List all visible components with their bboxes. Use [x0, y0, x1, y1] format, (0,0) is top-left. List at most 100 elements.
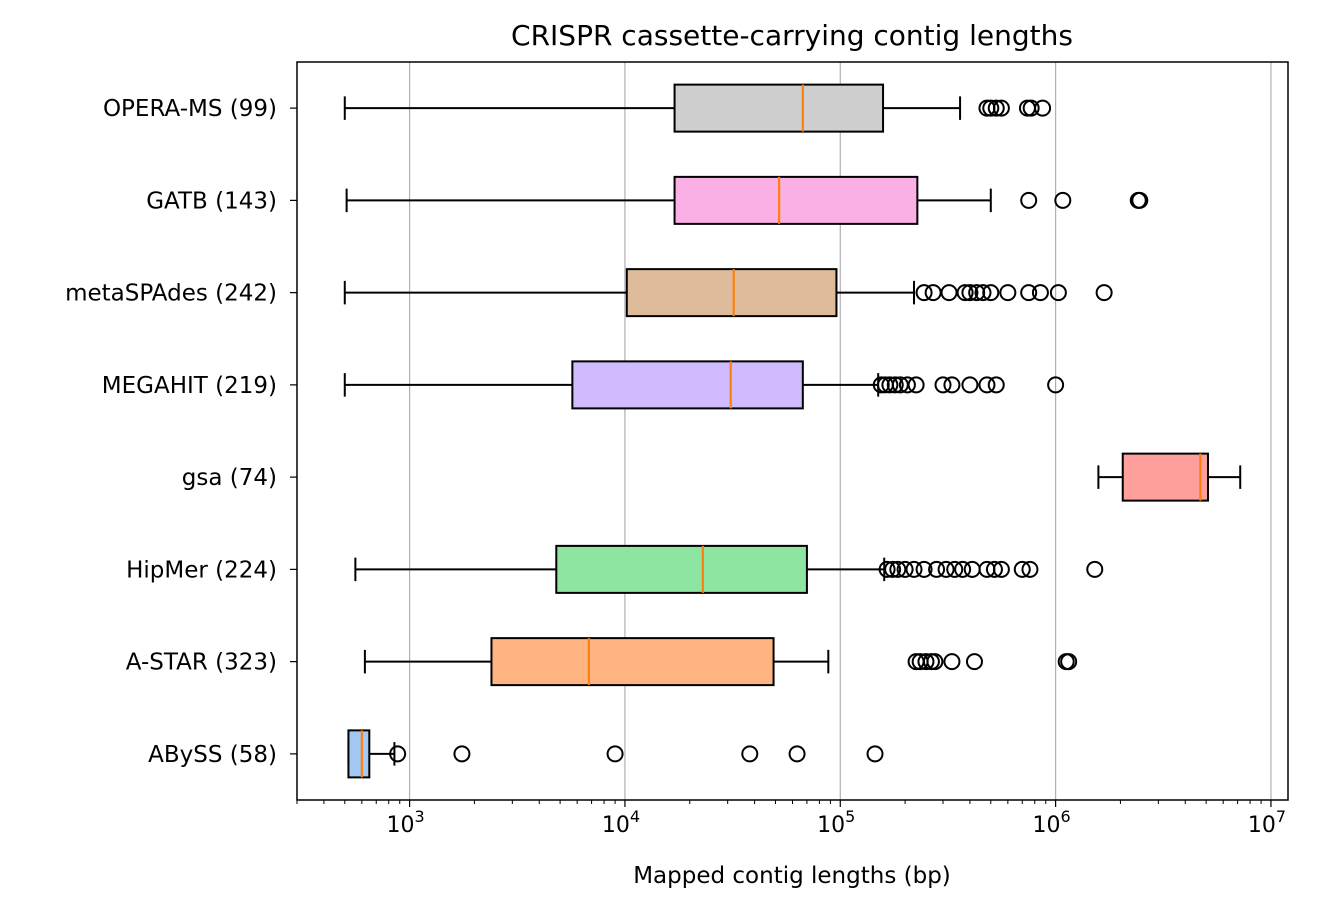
outlier-point: [1054, 191, 1072, 209]
chart-title: CRISPR cassette-carrying contig lengths: [511, 19, 1073, 52]
box-group: [343, 83, 1052, 133]
y-tick-label: MEGAHIT (219): [102, 373, 277, 399]
outlier-point: [884, 560, 902, 578]
x-tick-base: 10: [387, 813, 415, 838]
outlier-point: [992, 560, 1010, 578]
outlier-point: [928, 560, 946, 578]
y-tick-label: GATB (143): [146, 188, 277, 214]
outlier-point: [907, 376, 925, 394]
outlier-point: [872, 376, 890, 394]
outlier-point: [1020, 191, 1038, 209]
box: [490, 637, 775, 687]
y-tick-label: HipMer (224): [126, 557, 277, 583]
outlier-point: [987, 376, 1005, 394]
outlier-point: [1034, 99, 1052, 117]
outlier-point: [1086, 560, 1104, 578]
outlier-point: [1047, 376, 1065, 394]
y-tick-label: A-STAR (323): [126, 650, 277, 676]
outlier-point: [1049, 284, 1067, 302]
x-tick-base: 10: [1033, 813, 1061, 838]
x-tick-exponent: 4: [630, 807, 640, 826]
box-group: [354, 544, 1104, 594]
box-series: [343, 83, 1242, 779]
box: [1121, 452, 1209, 502]
outlier-point: [905, 560, 923, 578]
outlier-point: [1060, 653, 1078, 671]
outlier-point: [934, 376, 952, 394]
x-tick-exponent: 3: [415, 807, 425, 826]
outlier-point: [1020, 284, 1038, 302]
box-group: [345, 175, 1149, 225]
outlier-point: [999, 284, 1017, 302]
outlier-point: [943, 376, 961, 394]
outlier-point: [889, 560, 907, 578]
outlier-point: [917, 653, 935, 671]
y-tick-label: OPERA-MS (99): [103, 96, 277, 122]
outlier-point: [982, 99, 1000, 117]
outlier-point: [896, 560, 914, 578]
outlier-point: [987, 99, 1005, 117]
x-tick-label: 105: [817, 807, 855, 838]
x-tick-label: 106: [1033, 807, 1071, 838]
outlier-point: [1022, 99, 1040, 117]
box-group: [343, 268, 1113, 318]
outlier-point: [940, 284, 958, 302]
outlier-point: [926, 653, 944, 671]
x-tick-label: 107: [1248, 807, 1286, 838]
x-tick-base: 10: [817, 813, 845, 838]
x-tick-base: 10: [1248, 813, 1276, 838]
outlier-point: [1095, 284, 1113, 302]
outlier-point: [389, 745, 407, 763]
outlier-point: [788, 745, 806, 763]
box: [673, 175, 919, 225]
outlier-point: [943, 653, 961, 671]
outlier-point: [954, 560, 972, 578]
outlier-point: [982, 284, 1000, 302]
outlier-point: [915, 560, 933, 578]
outlier-point: [881, 376, 899, 394]
outlier-point: [946, 560, 964, 578]
outlier-point: [961, 284, 979, 302]
box-group: [1097, 452, 1242, 502]
outlier-point: [898, 376, 916, 394]
y-tick-label: gsa (74): [182, 465, 277, 491]
outlier-point: [956, 284, 974, 302]
y-tick-label: ABySS (58): [148, 742, 277, 768]
outlier-point: [1013, 560, 1031, 578]
outlier-point: [978, 376, 996, 394]
x-axis-ticks: 103 104 105 106 107: [296, 800, 1286, 838]
outlier-point: [974, 284, 992, 302]
x-tick-label: 104: [602, 807, 640, 838]
outlier-point: [965, 653, 983, 671]
box-group: [347, 729, 884, 779]
outlier-point: [992, 99, 1010, 117]
box: [347, 729, 371, 779]
x-tick-exponent: 7: [1276, 807, 1286, 826]
y-tick-label: metaSPAdes (242): [65, 281, 277, 307]
outlier-point: [985, 560, 1003, 578]
x-tick-exponent: 6: [1061, 807, 1071, 826]
outlier-point: [878, 560, 896, 578]
outlier-point: [961, 376, 979, 394]
box: [625, 268, 838, 318]
outlier-point: [915, 284, 933, 302]
box-group: [363, 637, 1078, 687]
outlier-point: [937, 560, 955, 578]
outlier-point: [866, 745, 884, 763]
outlier-point: [1021, 560, 1039, 578]
y-axis-ticks: ABySS (58) A-STAR (323) HipMer (224) gsa (7…: [65, 96, 297, 768]
x-tick-label: 103: [387, 807, 425, 838]
x-axis-label: Mapped contig lengths (bp): [633, 863, 951, 889]
box: [555, 544, 808, 594]
outlier-point: [886, 376, 904, 394]
outlier-point: [606, 745, 624, 763]
x-tick-exponent: 5: [845, 807, 855, 826]
outlier-point: [1131, 191, 1149, 209]
x-tick-base: 10: [602, 813, 630, 838]
box-group: [343, 360, 1065, 410]
outlier-point: [453, 745, 471, 763]
box: [673, 83, 885, 133]
box: [571, 360, 804, 410]
